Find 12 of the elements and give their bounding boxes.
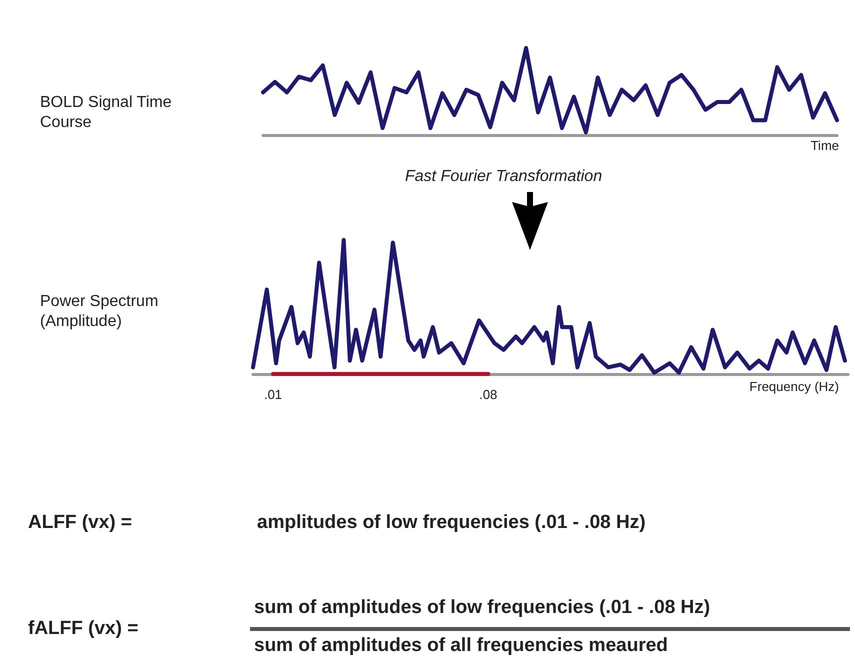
x-axis-title: Frequency (Hz) [749, 379, 839, 394]
text: fALFF (vx) = [28, 618, 138, 640]
y-axis-title: BOLD Signal Time Course [40, 93, 173, 133]
x-axis-title: Time [810, 138, 839, 153]
x-tick-label: .08 [479, 387, 498, 402]
text: sum of amplitudes of low frequencies (.01 - .08 Hz) [254, 597, 710, 619]
text: amplitudes of low frequencies (.01 - .08 Hz) [257, 512, 646, 534]
text: Fast Fourier Transformation [405, 168, 602, 186]
y-axis-title: Power Spectrum (Amplitude) [40, 292, 160, 332]
text: ALFF (vx) = [28, 512, 132, 534]
text: sum of amplitudes of all frequencies meaured [254, 635, 668, 657]
x-tick-label: .01 [264, 387, 282, 402]
